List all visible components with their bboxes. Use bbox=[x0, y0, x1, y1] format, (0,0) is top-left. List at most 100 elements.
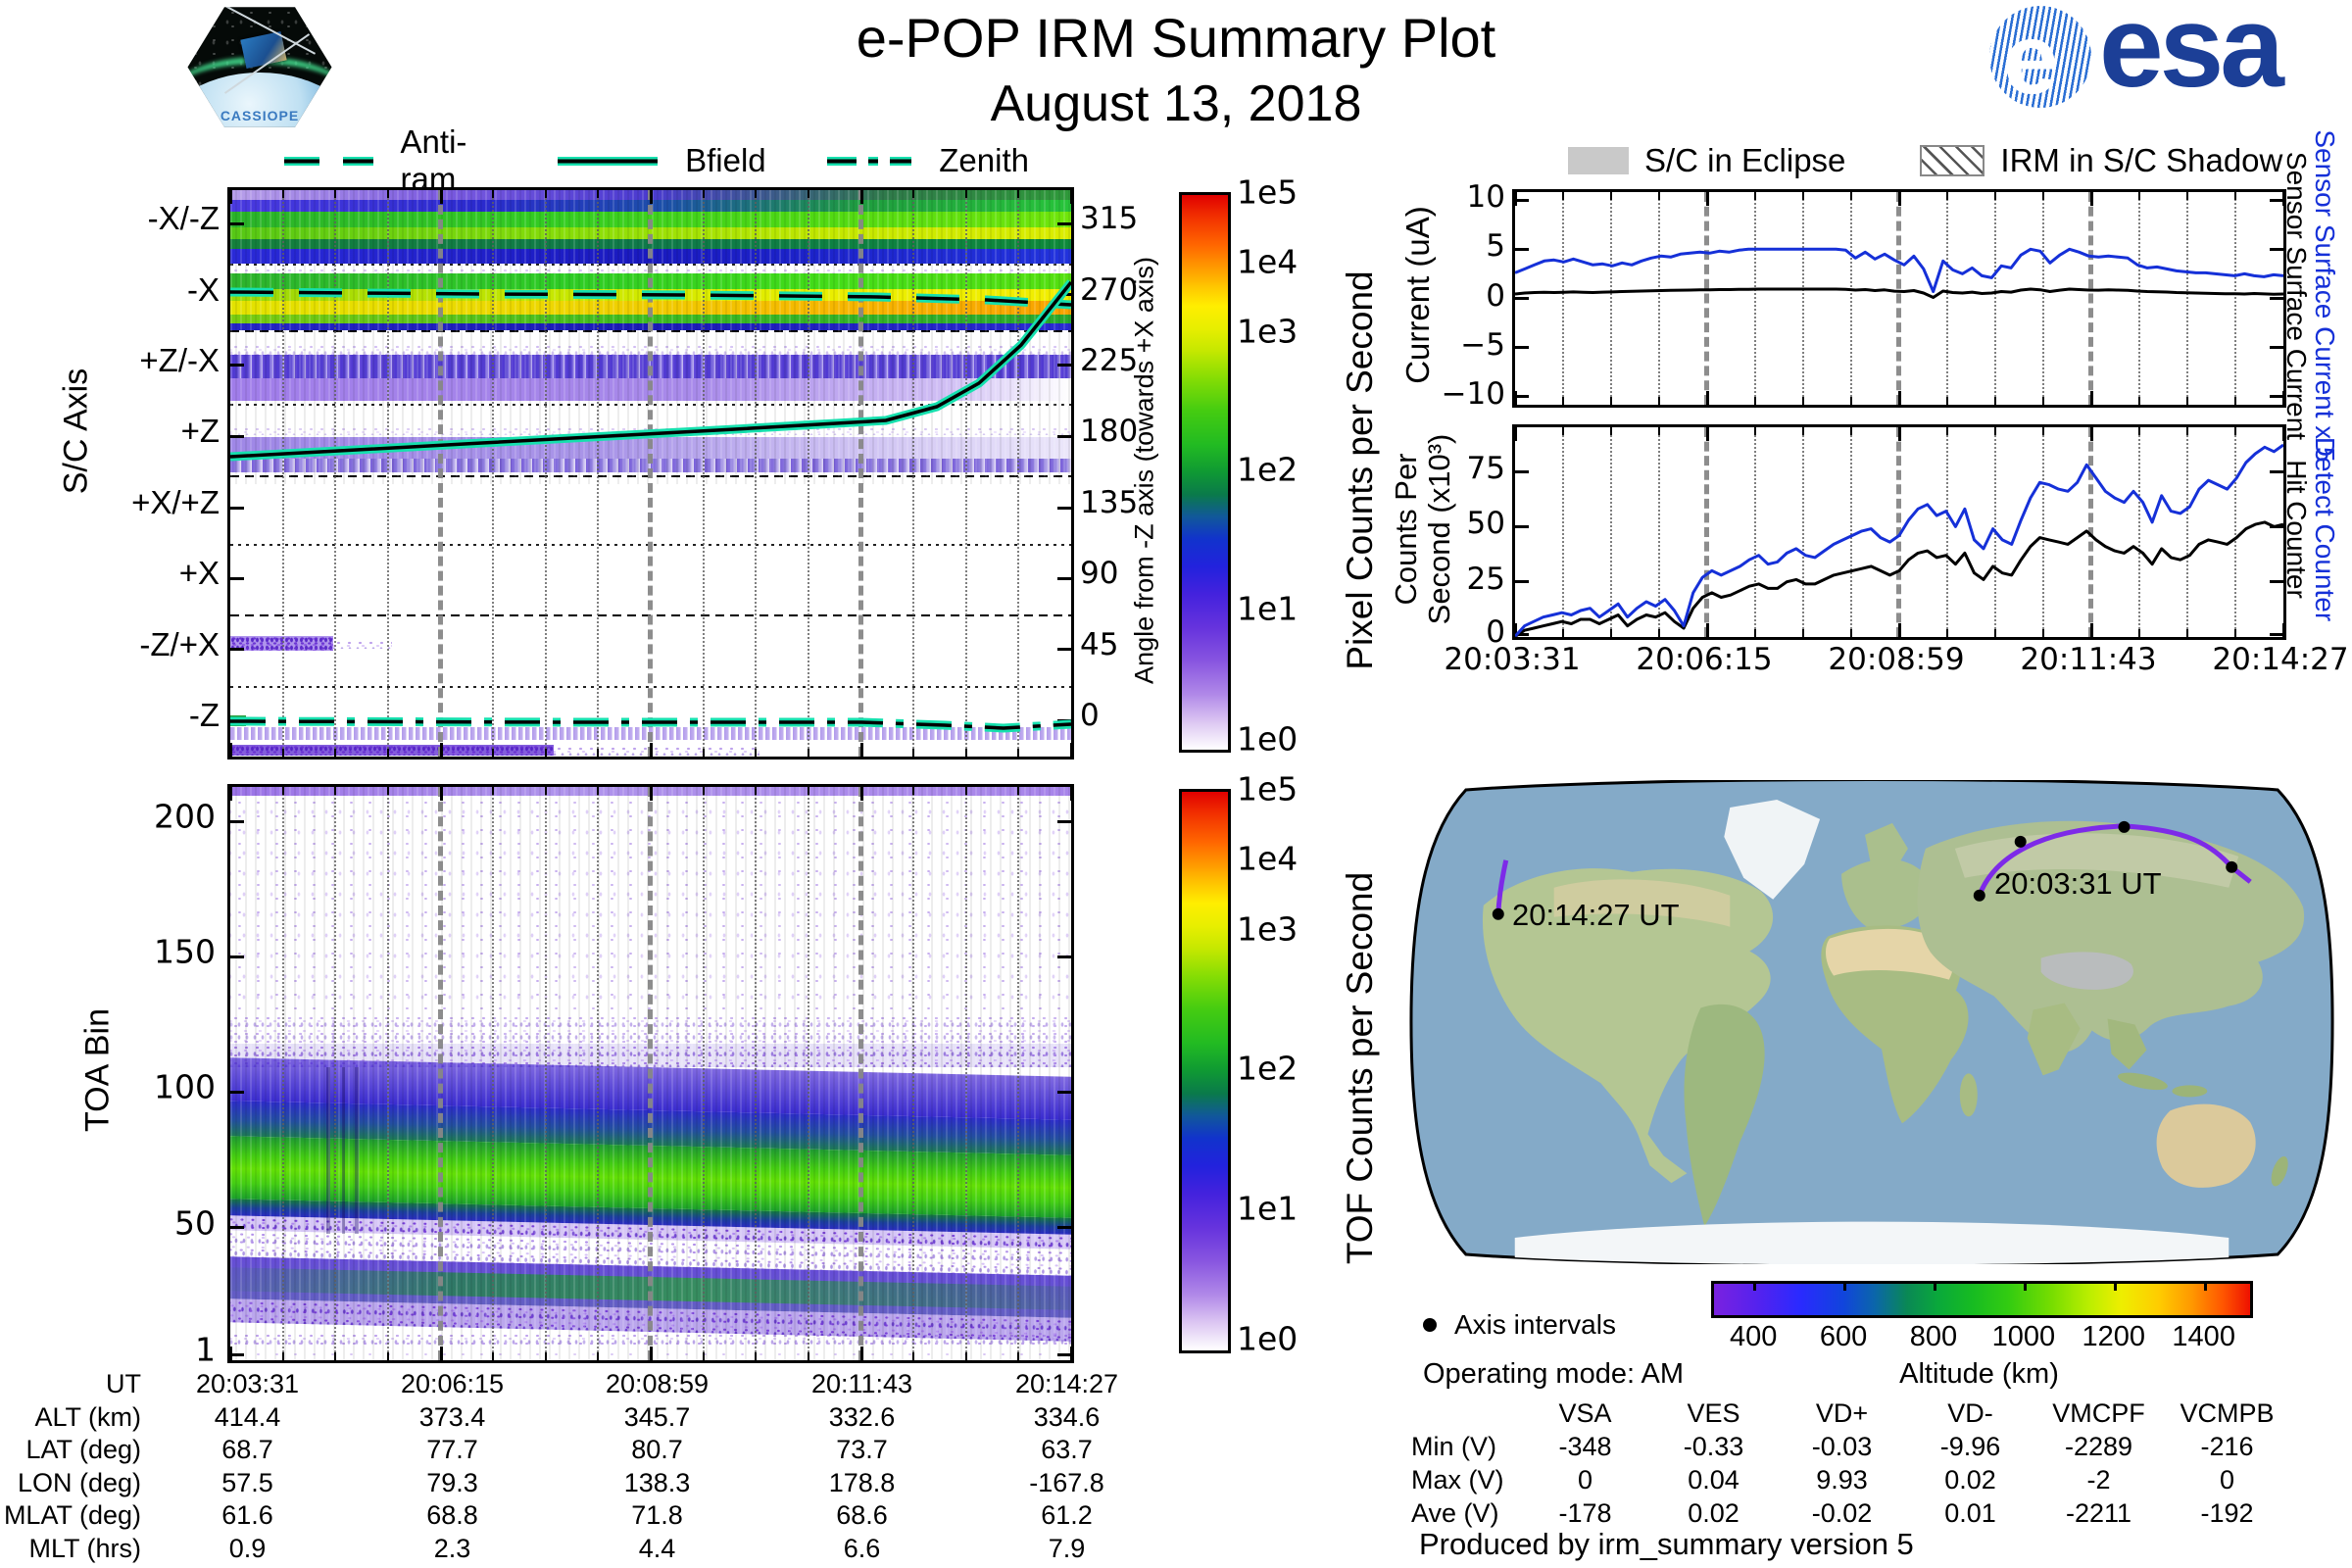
table-cell: 71.8 bbox=[631, 1500, 683, 1531]
gridline-minor bbox=[597, 787, 600, 1360]
voltage-cell: -2 bbox=[2086, 1464, 2111, 1494]
se-asia bbox=[2107, 1018, 2147, 1070]
x-tick bbox=[439, 743, 443, 757]
table-cell: 332.6 bbox=[828, 1401, 896, 1432]
voltage-col-header: VSA bbox=[1558, 1397, 1612, 1428]
gridline-minor bbox=[702, 190, 705, 757]
voltage-cell: -9.96 bbox=[1939, 1431, 2001, 1461]
gridline-minor bbox=[2042, 192, 2044, 405]
table-cell: 138.3 bbox=[623, 1467, 691, 1497]
x-tick bbox=[1946, 629, 1948, 637]
x-tick bbox=[1898, 427, 1901, 441]
x-tick bbox=[2042, 397, 2044, 405]
y-tick bbox=[1515, 580, 1529, 584]
gridline-minor bbox=[492, 190, 495, 757]
x-tick bbox=[1658, 192, 1660, 200]
world-map bbox=[1409, 778, 2334, 1266]
gridline-minor bbox=[1017, 787, 1020, 1360]
y-tick bbox=[1515, 524, 1529, 528]
x-tick bbox=[1017, 1352, 1020, 1360]
table-cell: 2.3 bbox=[433, 1533, 471, 1563]
x-tick bbox=[230, 743, 232, 757]
table-cell: 68.8 bbox=[426, 1500, 478, 1531]
gridline-minor bbox=[1802, 427, 1804, 637]
p1-ytick: 10 bbox=[1466, 179, 1505, 216]
cbar1-tick: 1e5 bbox=[1237, 172, 1298, 212]
y-tick bbox=[1057, 1226, 1071, 1230]
voltage-cell: -2289 bbox=[2064, 1431, 2133, 1461]
current-plot bbox=[1512, 189, 2286, 408]
y-tick bbox=[1057, 364, 1071, 368]
x-tick bbox=[1946, 427, 1948, 435]
x-tick bbox=[1946, 397, 1948, 405]
europe bbox=[1841, 858, 1933, 929]
voltage-row-label: Max (V) bbox=[1411, 1464, 1504, 1494]
spec1-angle-180: 180 bbox=[1080, 414, 1139, 450]
x-ticklabel: 20:08:59 bbox=[1828, 642, 1965, 677]
y-tick bbox=[230, 1090, 244, 1094]
spec1-ylabel--X/-Z: -X/-Z bbox=[147, 200, 220, 237]
spec2-ylabel: 1 bbox=[195, 1330, 216, 1369]
zenith-line-sample bbox=[826, 156, 912, 166]
antarctica bbox=[1514, 1221, 2230, 1264]
spec2-y-labels: 200 150 100 50 1 bbox=[118, 784, 216, 1369]
x-tick bbox=[1706, 427, 1709, 441]
tof-counts-colorbar-ticks: 1e5 1e4 1e3 1e2 1e1 1e0 bbox=[1237, 770, 1325, 1358]
shadow-label: IRM in S/C Shadow bbox=[2000, 142, 2283, 178]
voltage-cell: 0 bbox=[1577, 1464, 1593, 1494]
x-tick bbox=[702, 1352, 705, 1360]
y-tick bbox=[230, 434, 244, 438]
voltage-cell: -2211 bbox=[2065, 1497, 2132, 1528]
x-tick bbox=[1658, 427, 1660, 435]
scandinavia bbox=[1865, 822, 1908, 874]
x-tick bbox=[2234, 427, 2236, 435]
voltage-cell: -348 bbox=[1558, 1431, 1612, 1461]
table-row-label: ALT (km) bbox=[34, 1401, 141, 1432]
counts-plot bbox=[1512, 424, 2286, 640]
x-tick bbox=[2138, 427, 2140, 435]
gridline-minor bbox=[1658, 427, 1660, 637]
x-tick bbox=[1610, 427, 1612, 435]
x-tick bbox=[1658, 629, 1660, 637]
alt-ticklabel: 1400 bbox=[2172, 1321, 2235, 1352]
voltage-cell: 0 bbox=[2219, 1464, 2235, 1494]
x-tick bbox=[2042, 427, 2044, 435]
table-cell: 345.7 bbox=[623, 1401, 691, 1432]
voltage-row-label: Min (V) bbox=[1411, 1431, 1496, 1461]
table-cell: 7.9 bbox=[1048, 1533, 1086, 1563]
esa-globe-icon: e bbox=[1989, 6, 2091, 108]
bfield-line-sample bbox=[557, 156, 659, 166]
y-tick bbox=[2270, 469, 2283, 473]
voltage-cell: 9.93 bbox=[1816, 1464, 1868, 1494]
anti-ram-line-sample bbox=[284, 156, 373, 166]
spec1-ylabel-+X/+Z: +X/+Z bbox=[131, 483, 220, 520]
y-tick bbox=[230, 648, 244, 652]
x-tick bbox=[334, 190, 337, 198]
track-dot-t3 bbox=[2226, 860, 2238, 873]
gridline-minor bbox=[964, 787, 967, 1360]
y-tick bbox=[2270, 297, 2283, 300]
spec1-angle-0: 0 bbox=[1080, 698, 1100, 734]
x-ticklabel: 20:14:27 bbox=[2212, 642, 2349, 677]
x-tick bbox=[1946, 192, 1948, 200]
x-tick bbox=[544, 749, 547, 757]
gridline-minor bbox=[807, 787, 809, 1360]
voltage-cell: 0.01 bbox=[1944, 1497, 1996, 1528]
spec2-ylabel: 200 bbox=[154, 797, 216, 836]
voltage-cell: -178 bbox=[1558, 1497, 1612, 1528]
cbar2-tick: 1e5 bbox=[1237, 769, 1298, 808]
alt-tick bbox=[1843, 1281, 1847, 1291]
x-ticklabel: 20:03:31 bbox=[1444, 642, 1581, 677]
x-tick bbox=[859, 787, 863, 801]
table-cell: 57.5 bbox=[221, 1467, 273, 1497]
p2-ytick: 0 bbox=[1486, 613, 1505, 650]
y-tick bbox=[1057, 1090, 1071, 1094]
x-tick bbox=[2138, 192, 2140, 200]
madagascar bbox=[1959, 1073, 1978, 1117]
x-tick bbox=[2186, 192, 2188, 200]
x-tick bbox=[1610, 397, 1612, 405]
x-tick bbox=[281, 749, 284, 757]
gridline-minor bbox=[1017, 190, 1020, 757]
x-tick bbox=[544, 190, 547, 198]
